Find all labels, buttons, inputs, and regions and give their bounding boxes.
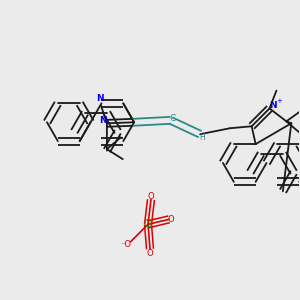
- Text: Cl: Cl: [143, 219, 153, 229]
- Text: N: N: [99, 116, 107, 125]
- Text: O: O: [147, 248, 153, 257]
- Text: ⁻O: ⁻O: [120, 240, 131, 249]
- Text: O: O: [148, 192, 154, 201]
- Text: +: +: [277, 98, 282, 103]
- Text: O: O: [168, 215, 174, 224]
- Text: N: N: [96, 94, 104, 103]
- Text: H: H: [199, 133, 205, 142]
- Text: C: C: [169, 114, 176, 123]
- Text: N: N: [269, 101, 276, 110]
